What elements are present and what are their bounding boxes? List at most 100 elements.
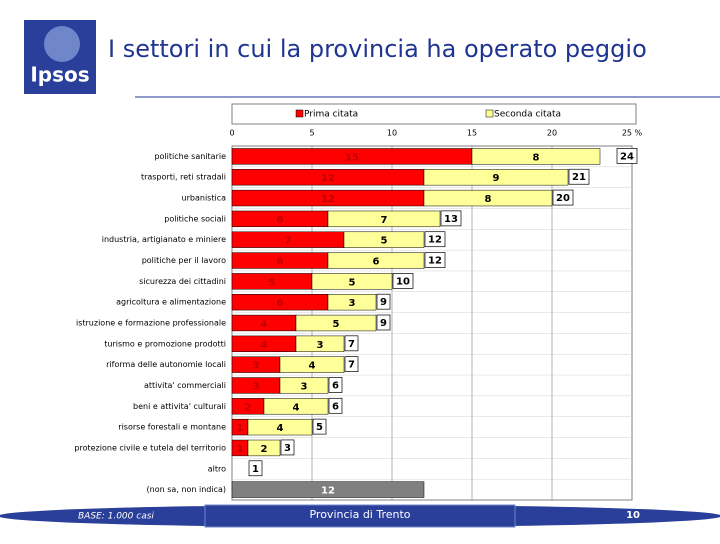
legend-label: Prima citata	[304, 110, 358, 120]
total-box	[376, 314, 391, 331]
bar-value-label: 1	[237, 423, 244, 434]
bar-segment	[327, 252, 425, 269]
bar-value-label: 3	[317, 340, 324, 351]
total-label: 6	[332, 380, 339, 391]
bar-value-label: 8	[533, 152, 540, 163]
total-box	[616, 148, 638, 164]
total-box	[440, 210, 462, 227]
bar-value-label: 12	[321, 194, 335, 205]
total-label: 3	[284, 443, 291, 454]
x-tick-label: 0	[229, 129, 234, 138]
bar-segment	[247, 439, 281, 457]
total-label: 6	[332, 401, 339, 412]
bar-segment	[247, 418, 313, 436]
legend-label: Seconda citata	[494, 110, 561, 120]
footer-page: 10	[626, 510, 640, 521]
total-label: 21	[572, 172, 586, 183]
bar-value-label: 6	[373, 257, 380, 268]
logo-head	[44, 26, 80, 62]
legend-swatch	[485, 109, 494, 118]
total-label: 7	[348, 360, 355, 371]
y-category-label: beni e attivita' culturali	[133, 402, 226, 411]
bar-value-label: 6	[277, 298, 284, 309]
total-box	[392, 273, 414, 289]
logo-text: Ipsos	[30, 63, 89, 87]
total-label: 12	[428, 235, 442, 246]
bar-value-label: 12	[321, 486, 335, 497]
bar-value-label: 3	[301, 381, 308, 392]
y-category-label: politiche sanitarie	[154, 152, 226, 161]
bar-segment	[423, 169, 569, 186]
title: I settori in cui la provincia ha operato…	[108, 35, 647, 63]
bar-segment	[327, 210, 441, 228]
legend-swatch	[295, 109, 304, 118]
bar-value-label: 15	[345, 152, 359, 163]
bar-value-label: 3	[253, 381, 260, 392]
bar-value-label: 8	[485, 194, 492, 205]
total-label: 1	[252, 464, 259, 475]
bar-value-label: 4	[261, 340, 268, 351]
bar-value-label: 4	[293, 402, 300, 413]
y-category-label: turismo e promozione prodotti	[104, 339, 226, 348]
y-category-label: politiche sociali	[164, 214, 226, 223]
total-label: 24	[620, 151, 634, 162]
y-category-label: protezione civile e tutela del territori…	[74, 443, 226, 452]
footer-base: BASE: 1.000 casi	[78, 512, 154, 522]
total-box	[344, 356, 359, 372]
footer-source: Provincia di Trento	[309, 508, 410, 521]
bar-value-label: 4	[309, 361, 316, 372]
bar-segment	[263, 398, 329, 415]
footer-center	[204, 504, 516, 528]
total-box	[424, 231, 446, 248]
x-tick-label: 10	[387, 129, 397, 138]
x-tick-label: 25 %	[622, 129, 643, 138]
bar-value-label: 6	[277, 215, 284, 226]
bar-segment	[311, 273, 393, 290]
bar-value-label: 2	[261, 444, 268, 455]
bar-value-label: 12	[321, 173, 335, 184]
total-box	[328, 397, 343, 414]
total-label: 9	[380, 297, 387, 308]
total-box	[280, 439, 295, 456]
total-box	[328, 377, 343, 393]
y-category-label: trasporti, reti stradali	[141, 173, 226, 182]
total-label: 13	[444, 214, 458, 225]
bar-value-label: 3	[349, 298, 356, 309]
y-category-label: sicurezza dei cittadini	[139, 277, 226, 286]
y-category-label: industria, artigianato e miniere	[102, 235, 226, 244]
bar-segment	[231, 481, 425, 498]
y-category-label: riforma delle autonomie locali	[106, 360, 226, 369]
bar-segment	[423, 189, 553, 207]
bar-value-label: 5	[349, 277, 356, 288]
total-label: 7	[348, 339, 355, 350]
total-box	[552, 189, 574, 206]
y-category-label: istruzione e formazione professionale	[76, 319, 226, 328]
legend-box	[231, 103, 637, 125]
bar-value-label: 5	[269, 277, 276, 288]
bar-value-label: 2	[245, 402, 252, 413]
x-tick-label: 20	[547, 129, 557, 138]
bar-segment	[343, 231, 425, 248]
bar-value-label: 6	[277, 257, 284, 268]
bar-value-label: 3	[253, 361, 260, 372]
bar-value-label: 1	[237, 444, 244, 455]
bar-value-label: 4	[277, 423, 284, 434]
y-category-label: urbanistica	[182, 194, 227, 203]
total-box	[568, 168, 590, 185]
bar-value-label: 5	[333, 319, 340, 330]
total-label: 10	[396, 276, 410, 287]
y-category-label: (non sa, non indica)	[147, 485, 226, 494]
y-category-label: politiche per il lavoro	[142, 256, 226, 265]
bar-segment	[471, 148, 601, 165]
bar-segment	[295, 335, 345, 352]
x-tick-label: 5	[309, 129, 314, 138]
bar-segment	[279, 377, 329, 394]
bar-value-label: 5	[381, 236, 388, 247]
total-box	[248, 460, 263, 477]
total-label: 20	[556, 193, 570, 204]
total-box	[344, 335, 359, 352]
bar-segment	[279, 356, 345, 373]
bar-value-label: 7	[381, 215, 388, 226]
total-label: 12	[428, 256, 442, 267]
